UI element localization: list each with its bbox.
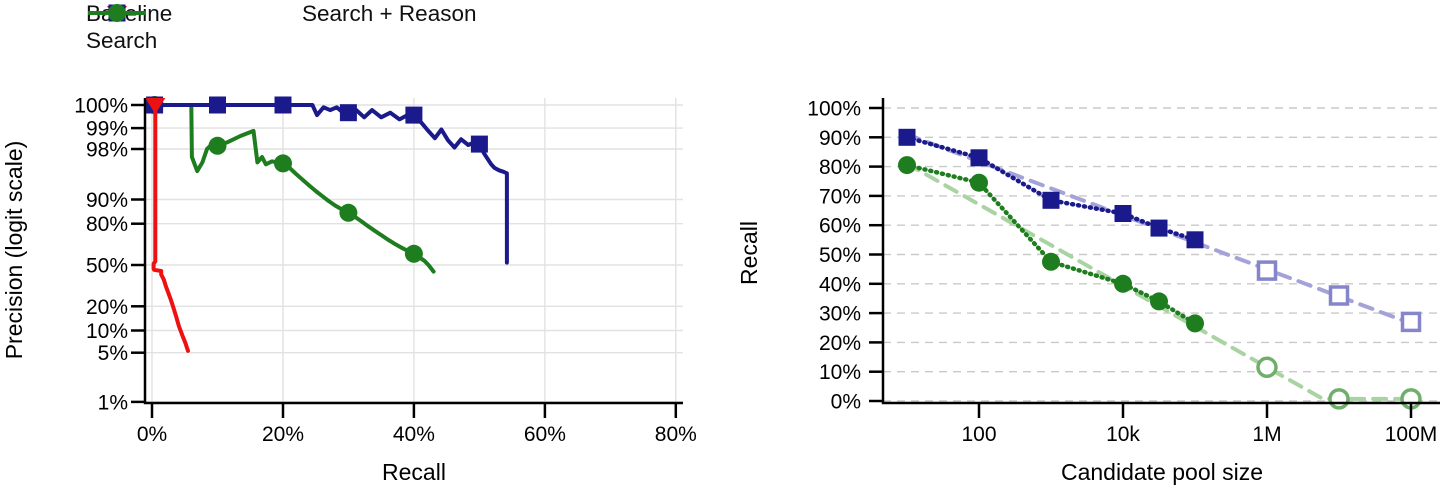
recall-vs-pool-y-tick-label: 100% [807,98,861,121]
recall-vs-pool-y-tick-label: 10% [819,361,861,384]
precision-recall-y-tick-label: 80% [86,213,128,236]
search-reason-marker [1042,191,1060,209]
search-marker [1186,314,1204,333]
precision-recall-chart: 100% 99% 98% 90% 80% 50% 20% 10% 5% 1% 0% 20% 40% 60%… [1,1,697,486]
precision-recall-x-tick-label: 20% [262,423,304,446]
search-extrapolated-marker [1256,356,1278,379]
search-reason-marker [470,135,488,153]
search-marker [404,244,423,263]
precision-recall-y-tick-label: 50% [86,255,128,278]
search-reason-extrapolated-marker [1400,311,1422,333]
precision-recall-series [145,96,509,353]
search-legend-marker-icon [88,4,146,22]
recall-vs-pool-y-tick-label: 50% [819,244,861,267]
recall-vs-pool-plot: 0% 10% 20% 30% 40% 50% 60% 70% 80% 90% 100% 100 10k 1… [736,98,1440,485]
precision-recall-axes: 100%99%98%90%80%50%20%10%5%1%0% 20% 40% 60%… [1,95,697,486]
precision-recall-y-tick-label: 98% [86,139,128,162]
precision-recall-x-axis-label: Recall [382,459,446,485]
recall-vs-pool-x-tick-label: 100 [961,423,996,446]
search-reason-marker [209,96,226,114]
precision-recall-y-tick-label: 100% [74,95,128,118]
baseline-curve [151,103,190,353]
search-marker [208,136,227,155]
search-reason-extrapolated-marker [1256,260,1278,281]
search-legend-marker [108,4,126,22]
recall-vs-pool-x-axis-label: Candidate pool size [1061,459,1263,485]
precision-recall-x-tick-label: 40% [393,423,435,446]
search-reason-marker [339,104,357,122]
recall-vs-pool-y-tick-label: 90% [819,127,861,150]
recall-vs-pool-chart: 0% 10% 20% 30% 40% 50% 60% 70% 80% 90% 100% 100 10k 1… [730,0,1446,500]
recall-vs-pool-axes: 0% 10% 20% 30% 40% 50% 60% 70% 80% 90% 100% 100 10k 1… [736,98,1440,485]
recall-vs-pool-x-tick-label: 100M [1385,423,1438,446]
search-marker [970,173,988,192]
precision-recall-y-tick-label: 99% [86,118,128,141]
recall-vs-pool-y-tick-label: 70% [819,185,861,208]
precision-recall-y-axis-label: Precision (logit scale) [1,141,27,360]
recall-vs-pool-y-axis-label: Recall [736,221,762,285]
precision-recall-x-tick-label: 60% [524,423,566,446]
recall-vs-pool-x-tick-label: 1M [1252,423,1281,446]
legend-label: Search + Reason [302,1,477,26]
precision-recall-y-tick-label: 1% [98,391,128,414]
search-reason-marker [274,96,292,114]
search-marker [1042,252,1060,271]
recall-vs-pool-y-tick-label: 30% [819,303,861,326]
baseline-marker [145,98,166,114]
search-extrapolated-marker [1328,388,1350,410]
precision-recall-y-tick-label: 20% [86,296,128,319]
recall-vs-pool-y-tick-label: 40% [819,273,861,296]
search-reason-marker [1150,219,1168,237]
precision-recall-y-tick-label: 90% [86,189,128,212]
search-reason-marker [1114,205,1132,222]
precision-recall-y-tick-label: 10% [86,320,128,343]
search-reason-marker [405,106,423,124]
precision-recall-y-tick-label: 5% [98,342,128,365]
precision-recall-plot: 100%99%98%90%80%50%20%10%5%1%0% 20% 40% 60%… [1,95,697,486]
search-marker [1114,274,1132,293]
search-curve [152,103,436,274]
legend-item-search-reason: Search + Reason [88,1,477,27]
precision-recall-legend: Baseline Search + Reason Search [86,1,477,54]
recall-vs-pool-series [898,128,1422,410]
legend-label: Search [86,28,158,53]
precision-recall-x-tick-label: 0% [137,423,167,446]
search-marker [1150,292,1168,311]
recall-vs-pool-y-tick-label: 0% [831,391,861,414]
search-reason-marker [1186,231,1204,249]
search-reason-extrapolated-marker [1328,285,1350,306]
search-reason-marker [970,149,988,167]
recall-vs-pool-y-tick-label: 20% [819,332,861,355]
recall-vs-pool-y-tick-label: 60% [819,215,861,238]
precision-recall-x-tick-label: 80% [655,423,697,446]
search-curve [904,162,1198,326]
search-marker [898,156,916,175]
search-marker [274,154,292,173]
search-reason-marker [898,128,916,146]
recall-vs-pool-x-tick-label: 10k [1106,423,1140,446]
legend-item-search: Search [86,4,302,54]
recall-vs-pool-y-tick-label: 80% [819,156,861,179]
search-trend-line [905,161,1413,401]
search-marker [339,203,358,222]
